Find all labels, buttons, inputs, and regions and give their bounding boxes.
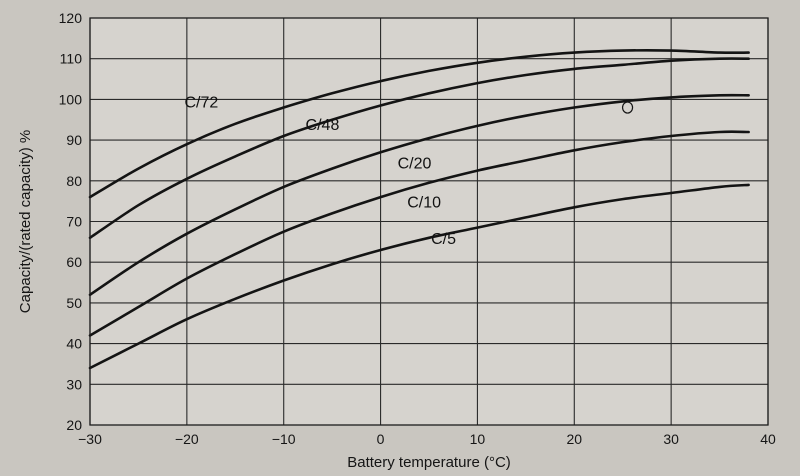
- series-line-c-5: [88, 183, 750, 370]
- series-labels: C/72 C/48 C/20 C/10 C/5: [184, 95, 456, 248]
- series-line-c-48: [88, 57, 750, 240]
- series-line-c-72: [88, 49, 750, 199]
- plot-frame: [89, 17, 769, 426]
- y-tick-label: 70: [66, 214, 82, 230]
- series-line-c-20: [88, 93, 750, 297]
- y-tick-label: 20: [66, 417, 82, 433]
- x-tick-label: 30: [663, 431, 679, 447]
- series-line-c-10: [88, 130, 750, 337]
- y-tick-label: 30: [66, 376, 82, 392]
- markers: [621, 101, 634, 114]
- x-tick-label: −10: [272, 431, 296, 447]
- data-series: [88, 49, 750, 370]
- series-label-c-72: C/72: [184, 95, 218, 112]
- x-axis-title: Battery temperature (°C): [347, 454, 511, 471]
- series-label-c-48: C/48: [306, 117, 340, 134]
- x-tick-label: 0: [377, 431, 385, 447]
- y-tick-label: 100: [59, 91, 83, 107]
- series-label-c-20: C/20: [398, 156, 432, 173]
- y-tick-label: 90: [66, 132, 82, 148]
- x-tick-label: 20: [566, 431, 582, 447]
- x-axis-ticks: −30 −20 −10 0 10 20 30 40: [78, 431, 776, 447]
- x-tick-label: 10: [470, 431, 486, 447]
- circle-marker: [621, 101, 634, 114]
- y-tick-label: 50: [66, 295, 82, 311]
- y-axis-ticks: 20 30 40 50 60 70 80 90 100 110 120: [59, 10, 83, 433]
- x-tick-label: −30: [78, 431, 102, 447]
- x-tick-label: −20: [175, 431, 199, 447]
- x-tick-label: 40: [760, 431, 776, 447]
- y-tick-label: 110: [60, 51, 83, 67]
- y-tick-label: 80: [66, 173, 82, 189]
- series-label-c-5: C/5: [431, 231, 456, 248]
- y-axis-title: Capacity/(rated capacity) %: [17, 130, 34, 313]
- series-label-c-10: C/10: [407, 194, 441, 211]
- y-tick-label: 60: [66, 254, 82, 270]
- y-tick-label: 120: [59, 10, 83, 26]
- y-tick-label: 40: [66, 336, 82, 352]
